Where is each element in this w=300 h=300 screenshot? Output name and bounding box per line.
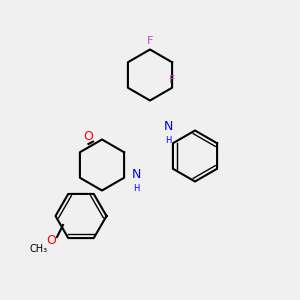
Text: N: N [163,119,173,133]
Text: H: H [165,126,171,146]
Text: F: F [169,75,175,85]
Text: H: H [133,174,140,194]
Text: F: F [147,37,153,46]
Text: O: O [46,233,56,247]
Text: CH₃: CH₃ [30,244,48,254]
Text: O: O [84,130,93,143]
Text: N: N [132,167,141,181]
